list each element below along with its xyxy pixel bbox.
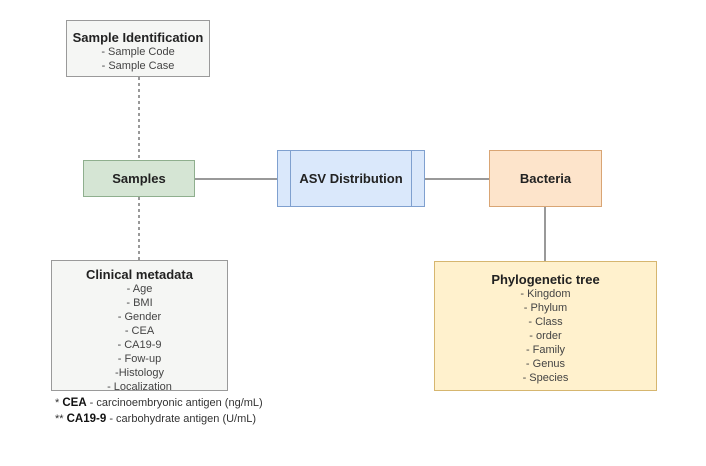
phylogenetic-tree-item: - Genus [525,358,566,370]
phylogenetic-tree-item: - Family [525,344,566,356]
clinical-metadata-item: -Histology [115,367,164,379]
footnote-term: CEA [62,397,87,409]
asv-distribution-node: ASV Distribution [277,150,425,207]
asv-left-divider [290,151,291,206]
clinical-metadata-item: - Gender [117,311,162,323]
clinical-metadata-node: Clinical metadata - Age - BMI - Gender -… [51,260,228,393]
footnote-description: - carbohydrate antigen (U/mL) [106,413,257,425]
phylogenetic-tree-item: - order [529,330,562,342]
footnote-cea: * CEA - carcinoembryonic antigen (ng/mL) [55,397,263,409]
footnote-marker: * [55,397,63,409]
bacteria-node: Bacteria [489,150,602,207]
sample-identification-node: Sample Identification - Sample Code - Sa… [66,20,210,77]
sample-identification-item: - Sample Case [101,60,175,72]
clinical-metadata-item: - CA19-9 [117,339,162,351]
sample-identification-title: Sample Identification [72,30,204,45]
clinical-metadata-item: - Fow-up [117,353,162,365]
samples-node: Samples [83,160,195,197]
phylogenetic-tree-item: - Species [522,372,569,384]
clinical-metadata-item: - BMI [126,297,153,309]
footnote-description: - carcinoembryonic antigen (ng/mL) [86,397,263,409]
phylogenetic-tree-item: - Class [528,316,563,328]
bacteria-title: Bacteria [519,171,572,186]
phylogenetic-tree-item: - Phylum [523,302,568,314]
clinical-metadata-item: - Localization [107,381,172,393]
asv-right-divider [411,151,412,206]
clinical-metadata-item: - Age [126,283,153,295]
samples-title: Samples [112,171,166,186]
phylogenetic-tree-item: - Kingdom [520,288,571,300]
clinical-metadata-item: - CEA [124,325,155,337]
phylogenetic-tree-title: Phylogenetic tree [491,272,600,287]
phylogenetic-tree-node: Phylogenetic tree - Kingdom - Phylum - C… [434,261,657,391]
footnote-term: CA19-9 [66,413,107,425]
footnote-ca199: ** CA19-9 - carbohydrate antigen (U/mL) [55,413,256,425]
asv-distribution-title: ASV Distribution [299,171,403,186]
sample-identification-item: - Sample Code [101,46,175,58]
footnote-marker: ** [55,413,67,425]
clinical-metadata-title: Clinical metadata [86,267,193,282]
